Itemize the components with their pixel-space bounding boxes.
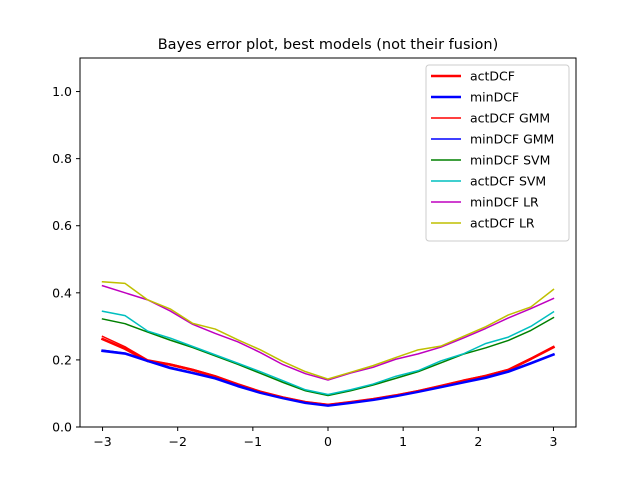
legend: actDCF minDCF actDCF GMM minDCF GMM minDCF S… xyxy=(425,64,570,242)
x-tick-label: 1 xyxy=(399,434,407,449)
y-tick-label: 0.2 xyxy=(52,352,72,367)
y-tick-label: 0.8 xyxy=(52,151,72,166)
y-axis: 0.0 0.2 0.4 0.6 0.8 1.0 xyxy=(52,84,80,435)
y-tick-label: 0.6 xyxy=(52,218,72,233)
series-line-5 xyxy=(101,310,555,396)
x-tick-label: −1 xyxy=(244,434,262,449)
series-line-4 xyxy=(101,316,555,397)
plot-frame xyxy=(79,57,577,428)
legend-label: minDCF SVM xyxy=(470,153,550,168)
legend-label: minDCF xyxy=(470,90,519,105)
y-tick-label: 1.0 xyxy=(52,84,72,99)
y-tick-label: 0.4 xyxy=(52,285,72,300)
x-tick-label: −2 xyxy=(168,434,186,449)
legend-box xyxy=(425,64,570,242)
legend-label: actDCF GMM xyxy=(470,111,550,126)
x-tick-label: 3 xyxy=(549,434,557,449)
chart-title: Bayes error plot, best models (not their… xyxy=(158,37,499,53)
legend-label: minDCF LR xyxy=(470,195,539,210)
series-line-3 xyxy=(101,349,555,406)
x-tick-label: 0 xyxy=(324,434,332,449)
y-tick-label: 0.0 xyxy=(52,420,72,435)
legend-label: actDCF LR xyxy=(470,216,535,231)
series-line-7 xyxy=(101,280,555,380)
series-lines xyxy=(100,280,556,407)
x-tick-label: 2 xyxy=(474,434,482,449)
x-tick-label: −3 xyxy=(93,434,111,449)
legend-label: actDCF xyxy=(470,69,515,84)
series-line-6 xyxy=(101,284,555,381)
legend-label: minDCF GMM xyxy=(470,132,554,147)
legend-label: actDCF SVM xyxy=(470,174,546,189)
x-axis: −3 −2 −1 0 1 2 3 xyxy=(93,427,557,449)
